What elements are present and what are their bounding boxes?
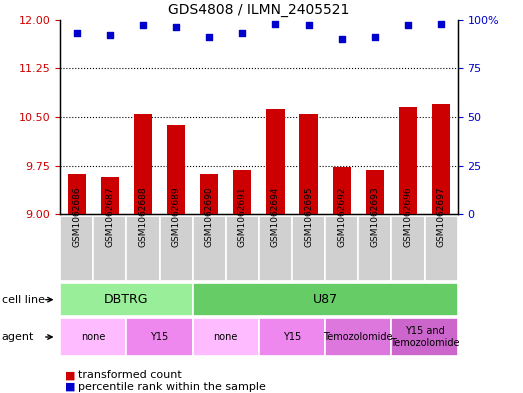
- Bar: [60, 216, 93, 281]
- Text: Temozolomide: Temozolomide: [324, 332, 393, 342]
- Bar: [127, 318, 192, 356]
- Text: GSM1062697: GSM1062697: [437, 187, 446, 247]
- Text: percentile rank within the sample: percentile rank within the sample: [78, 382, 266, 392]
- Text: none: none: [81, 332, 106, 342]
- Bar: [425, 216, 458, 281]
- Bar: [93, 216, 127, 281]
- Bar: [325, 318, 391, 356]
- Point: [371, 34, 379, 40]
- Bar: [192, 283, 458, 316]
- Bar: [192, 318, 259, 356]
- Point: [337, 36, 346, 42]
- Bar: [101, 177, 119, 214]
- Text: Y15: Y15: [151, 332, 168, 342]
- Point: [238, 30, 246, 37]
- Text: DBTRG: DBTRG: [104, 293, 149, 306]
- Bar: [300, 114, 317, 214]
- Point: [404, 22, 412, 29]
- Text: ■: ■: [65, 382, 76, 392]
- Text: Y15: Y15: [283, 332, 301, 342]
- Bar: [292, 216, 325, 281]
- Text: none: none: [213, 332, 238, 342]
- Point: [139, 22, 147, 29]
- Point: [172, 24, 180, 31]
- Bar: [366, 170, 384, 214]
- Bar: [226, 216, 259, 281]
- Bar: [259, 216, 292, 281]
- Bar: [259, 318, 325, 356]
- Text: GSM1062696: GSM1062696: [403, 187, 413, 247]
- Point: [73, 30, 81, 37]
- Bar: [266, 109, 285, 214]
- Bar: [233, 170, 252, 214]
- Title: GDS4808 / ILMN_2405521: GDS4808 / ILMN_2405521: [168, 3, 349, 17]
- Bar: [391, 318, 458, 356]
- Bar: [192, 216, 226, 281]
- Text: GSM1062690: GSM1062690: [204, 187, 214, 247]
- Bar: [358, 216, 391, 281]
- Text: GSM1062695: GSM1062695: [304, 187, 313, 247]
- Bar: [399, 107, 417, 214]
- Bar: [391, 216, 425, 281]
- Point: [106, 32, 114, 39]
- Text: GSM1062694: GSM1062694: [271, 187, 280, 247]
- Bar: [167, 125, 185, 214]
- Text: GSM1062689: GSM1062689: [172, 187, 180, 247]
- Text: GSM1062692: GSM1062692: [337, 187, 346, 247]
- Bar: [134, 114, 152, 214]
- Bar: [67, 174, 86, 214]
- Bar: [127, 216, 160, 281]
- Text: GSM1062687: GSM1062687: [105, 187, 115, 247]
- Text: GSM1062686: GSM1062686: [72, 187, 81, 247]
- Bar: [160, 216, 192, 281]
- Text: GSM1062693: GSM1062693: [370, 187, 379, 247]
- Text: U87: U87: [313, 293, 338, 306]
- Text: GSM1062688: GSM1062688: [139, 187, 147, 247]
- Text: transformed count: transformed count: [78, 370, 182, 380]
- Text: GSM1062691: GSM1062691: [238, 187, 247, 247]
- Text: Y15 and
Temozolomide: Y15 and Temozolomide: [390, 326, 459, 348]
- Bar: [333, 167, 351, 214]
- Text: agent: agent: [2, 332, 34, 342]
- Text: ■: ■: [65, 370, 76, 380]
- Point: [271, 20, 280, 27]
- Bar: [60, 283, 192, 316]
- Bar: [200, 174, 218, 214]
- Point: [205, 34, 213, 40]
- Point: [304, 22, 313, 29]
- Bar: [60, 318, 127, 356]
- Bar: [325, 216, 358, 281]
- Bar: [432, 104, 450, 214]
- Point: [437, 20, 445, 27]
- Text: cell line: cell line: [2, 295, 44, 305]
